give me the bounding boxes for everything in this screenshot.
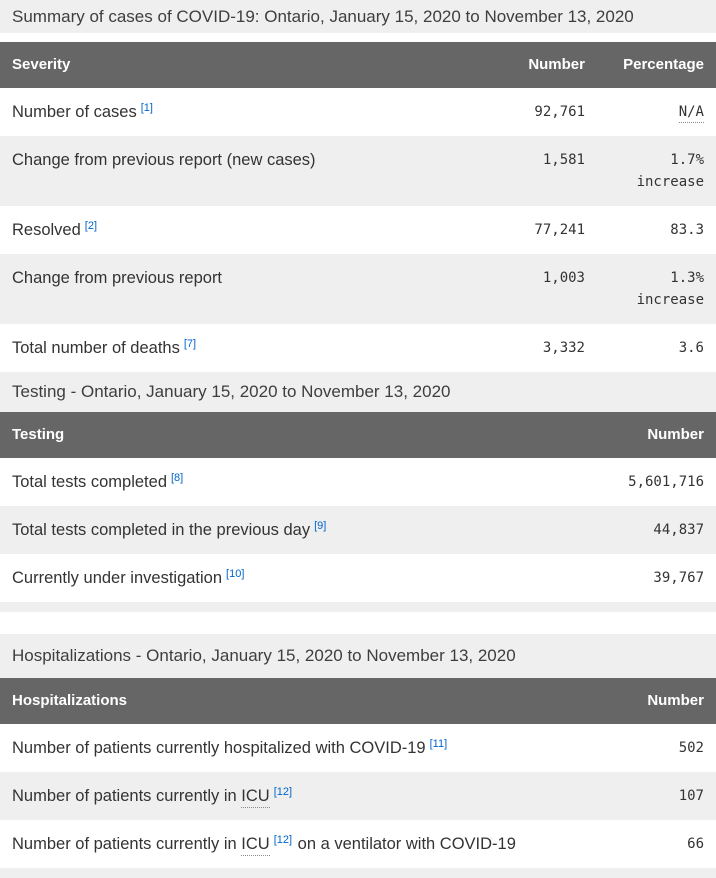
percentage-value: 1.3% — [670, 270, 704, 286]
percentage-value-cell: N/A — [597, 88, 716, 136]
footnote-link[interactable]: [10] — [226, 567, 245, 580]
row-label-cell: Total number of deaths [7] — [12, 337, 197, 357]
footnote-link[interactable]: [8] — [171, 471, 184, 484]
footnote-ref: [12] — [274, 834, 292, 846]
table-header-row: Testing Number — [0, 412, 716, 458]
table-body: Number of cases [1] 92,761 N/A Change from p… — [0, 88, 716, 372]
table-body: Number of patients currently hospitalize… — [0, 724, 716, 868]
percentage-value-cell: 3.6 — [597, 324, 716, 372]
footnote-ref: [10] — [226, 568, 244, 580]
footnote-ref: [12] — [274, 786, 292, 798]
abbreviation-term: ICU — [241, 835, 270, 856]
percentage-value: 83.3 — [670, 222, 704, 238]
table-header: Severity Number Percentage — [0, 42, 716, 88]
hospitalizations-table-caption: Hospitalizations - Ontario, January 15, … — [0, 634, 716, 678]
row-label-cell: Total tests completed in the previous da… — [12, 519, 327, 539]
table-row: Number of cases [1] 92,761 N/A — [0, 88, 716, 136]
row-label-cell: Number of patients currently hospitalize… — [12, 737, 448, 757]
column-header: Testing — [0, 412, 576, 458]
footnote-ref: [2] — [85, 220, 97, 232]
spacer — [0, 612, 716, 634]
table-header-row: Severity Number Percentage — [0, 42, 716, 88]
number-value-cell: 66 — [687, 836, 704, 852]
percentage-qualifier: increase — [636, 174, 704, 190]
number-value-cell: 44,837 — [653, 522, 704, 538]
number-value-cell: 107 — [678, 788, 704, 804]
summary-cases-table: Severity Number Percentage Number of cases[… — [0, 42, 716, 372]
table-row: Change from previous report 1,003 1.3% incr… — [0, 254, 716, 324]
testing-table-caption: Testing - Ontario, January 15, 2020 to N… — [0, 372, 716, 412]
footnote-link[interactable]: [1] — [140, 101, 153, 114]
footnote-link[interactable]: [11] — [429, 737, 448, 750]
footnote-link[interactable]: [9] — [314, 519, 327, 532]
row-label-cell: Resolved [2] — [12, 219, 98, 239]
number-value-cell: 92,761 — [534, 104, 585, 120]
summary-table-caption: Summary of cases of COVID-19: Ontario, J… — [0, 0, 716, 33]
row-label-cell: Currently under investigation [10] — [12, 567, 245, 587]
percentage-value-cell: 1.3% increase — [597, 254, 716, 324]
horizontal-scrollbar-track[interactable] — [0, 602, 716, 612]
column-header: Percentage — [597, 42, 716, 88]
table-row: Total number of deaths [7] 3,332 3.6 — [0, 324, 716, 372]
table-row: Number of patients currently in ICU [12] … — [0, 820, 716, 868]
abbreviation-term: N/A — [678, 104, 704, 123]
table-header: Testing Number — [0, 412, 716, 458]
row-label-cell: Number of patients currently in ICU [12] — [0, 772, 576, 820]
footnote-link[interactable]: [7] — [183, 337, 197, 350]
percentage-value: 3.6 — [678, 340, 704, 356]
abbreviation-term: ICU — [241, 787, 270, 808]
column-header: Number — [576, 678, 716, 724]
row-label-cell: Number of cases [1] — [12, 101, 153, 121]
footnote-link[interactable]: [12] — [273, 833, 293, 846]
column-header: Hospitalizations — [0, 678, 576, 724]
table-row: Total tests completed [8] 5,601,716 — [0, 458, 716, 506]
number-value-cell: 5,601,716 — [628, 474, 704, 490]
table-row: Resolved [2] 77,241 83.3 — [0, 206, 716, 254]
table-row: Change from previous report (new cases) 1… — [0, 136, 716, 206]
number-value-cell: 39,767 — [653, 570, 704, 586]
number-value-cell: 1,003 — [542, 270, 585, 286]
row-label-cell: Change from previous report — [12, 269, 223, 287]
table-header: Hospitalizations Number — [0, 678, 716, 724]
footnote-link[interactable]: [12] — [273, 785, 293, 798]
row-label-cell: Total tests completed [8] — [12, 471, 184, 491]
column-header: Severity — [0, 42, 487, 88]
table-body: Total tests completed [8] 5,601,716 Total t… — [0, 458, 716, 602]
spacer — [0, 33, 716, 42]
table-row: Number of patients currently hospitalize… — [0, 724, 716, 772]
percentage-value-cell: 83.3 — [597, 206, 716, 254]
percentage-value: 1.7% — [670, 152, 704, 168]
hospitalizations-section: Hospitalizations - Ontario, January 15, … — [0, 634, 716, 868]
table-row: Currently under investigation [10] 39,767 — [0, 554, 716, 602]
number-value-cell: 502 — [678, 740, 704, 756]
row-label-cell: Number of patients currently in ICU [12] … — [0, 820, 576, 868]
testing-table: Testing Number Total tests completed [8] 5,6… — [0, 412, 716, 602]
summary-cases-section: Summary of cases of COVID-19: Ontario, J… — [0, 0, 716, 372]
footnote-ref: [1] — [141, 102, 153, 114]
table-header-row: Hospitalizations Number — [0, 678, 716, 724]
percentage-value-cell: 1.7% increase — [597, 136, 716, 206]
footnote-ref: [9] — [314, 520, 326, 532]
table-row: Total tests completed in the previous da… — [0, 506, 716, 554]
number-value-cell: 77,241 — [534, 222, 585, 238]
horizontal-scrollbar-track[interactable] — [0, 868, 716, 878]
hospitalizations-table: Hospitalizations Number Number of patients… — [0, 678, 716, 868]
number-value-cell: 3,332 — [542, 340, 585, 356]
column-header: Number — [487, 42, 597, 88]
table-row: Number of patients currently in ICU [12] 1… — [0, 772, 716, 820]
footnote-ref: [7] — [184, 338, 196, 350]
number-value-cell: 1,581 — [542, 152, 585, 168]
testing-section: Testing - Ontario, January 15, 2020 to N… — [0, 372, 716, 602]
footnote-link[interactable]: [2] — [84, 219, 98, 232]
footnote-ref: [8] — [171, 472, 183, 484]
footnote-ref: [11] — [430, 738, 448, 750]
percentage-qualifier: increase — [636, 292, 704, 308]
column-header: Number — [576, 412, 716, 458]
row-label-cell: Change from previous report (new cases) — [12, 151, 316, 169]
